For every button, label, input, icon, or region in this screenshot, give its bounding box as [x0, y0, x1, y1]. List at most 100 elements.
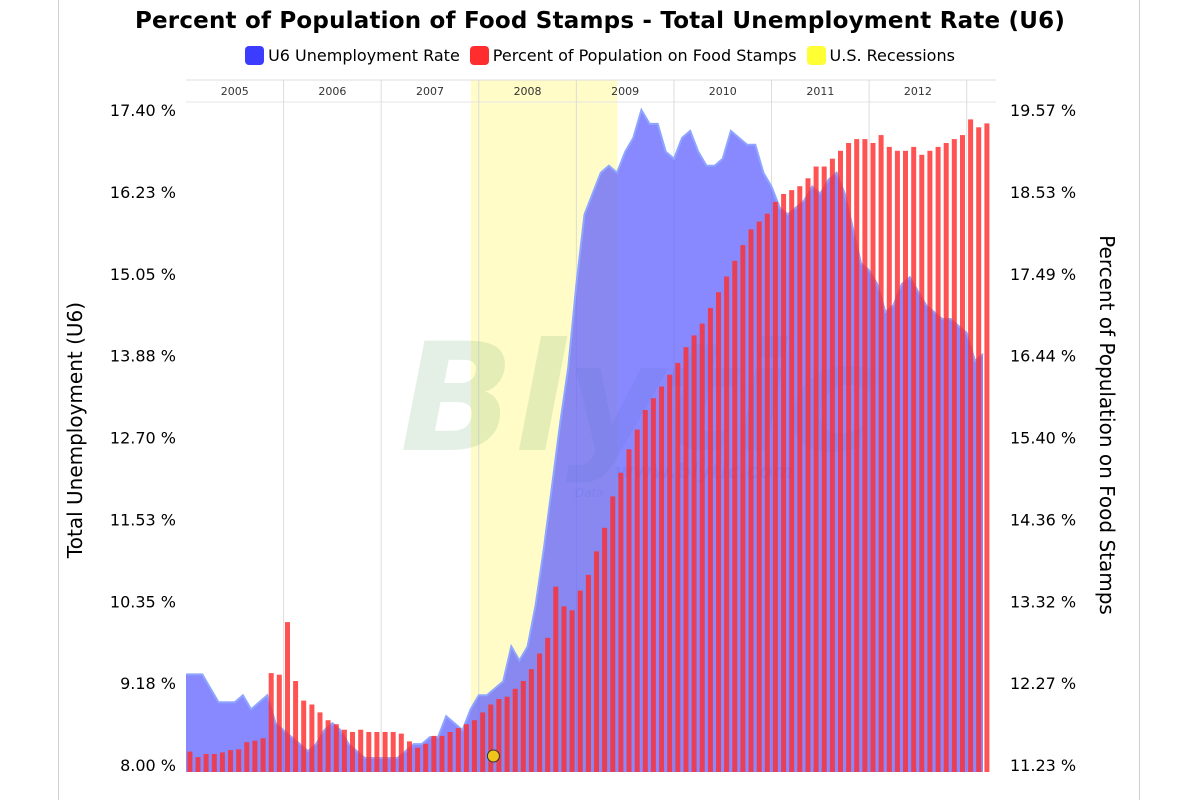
food-stamps-bar — [366, 732, 372, 772]
left-tick-label: 12.70 % — [110, 429, 176, 448]
left-axis-title: Total Unemployment (U6) — [63, 302, 87, 559]
food-stamps-bar — [585, 574, 591, 772]
food-stamps-bar — [935, 146, 941, 772]
food-stamps-bar — [943, 143, 949, 772]
food-stamps-bar — [398, 733, 404, 772]
food-stamps-bar — [854, 139, 860, 773]
year-label: 2007 — [416, 85, 444, 98]
food-stamps-bar — [797, 186, 803, 772]
food-stamps-bar — [203, 754, 209, 772]
food-stamps-bar — [756, 221, 762, 772]
food-stamps-bar — [252, 740, 258, 772]
food-stamps-bar — [545, 637, 551, 772]
food-stamps-bar — [333, 724, 339, 772]
food-stamps-bar — [439, 735, 445, 772]
food-stamps-bar — [805, 178, 811, 773]
food-stamps-bar — [228, 750, 233, 772]
food-stamps-bar — [691, 335, 697, 772]
food-stamps-bar — [187, 751, 193, 772]
food-stamps-bar — [463, 724, 469, 772]
food-stamps-bar — [894, 150, 900, 773]
food-stamps-bar — [846, 143, 852, 772]
food-stamps-bar — [504, 696, 510, 772]
food-stamps-bar — [862, 139, 868, 773]
food-stamps-bar — [659, 386, 665, 772]
food-stamps-bar — [618, 472, 624, 772]
food-stamps-bar — [724, 276, 730, 772]
year-label: 2008 — [514, 85, 542, 98]
food-stamps-bar — [374, 732, 380, 772]
food-stamps-bar — [309, 704, 315, 772]
food-stamps-bar — [512, 688, 518, 772]
food-stamps-bar — [772, 201, 778, 772]
food-stamps-bar — [927, 150, 933, 773]
food-stamps-bar — [764, 213, 770, 772]
food-stamps-bar — [236, 749, 242, 772]
food-stamps-bar — [569, 610, 575, 772]
food-stamps-bar — [951, 139, 957, 773]
food-stamps-bar — [667, 374, 673, 772]
year-label: 2005 — [221, 85, 249, 98]
food-stamps-bar — [317, 712, 323, 772]
food-stamps-bar — [268, 673, 274, 772]
food-stamps-bar — [878, 135, 884, 773]
event-marker — [486, 749, 500, 763]
left-tick-label: 16.23 % — [110, 183, 176, 202]
food-stamps-bar — [496, 699, 502, 772]
left-tick-label: 8.00 % — [120, 756, 176, 775]
food-stamps-bar — [301, 700, 307, 772]
right-tick-label: 12.27 % — [1010, 674, 1076, 693]
right-tick-label: 19.57 % — [1010, 101, 1076, 120]
food-stamps-bar — [675, 362, 681, 772]
right-tick-label: 17.49 % — [1010, 265, 1076, 284]
food-stamps-bar — [919, 154, 925, 773]
food-stamps-bar — [740, 245, 746, 773]
food-stamps-bar — [390, 732, 396, 772]
food-stamps-bar — [594, 551, 599, 772]
food-stamps-bar — [455, 728, 461, 772]
food-stamps-bar — [716, 292, 721, 772]
food-stamps-bar — [911, 146, 917, 772]
food-stamps-bar — [610, 496, 616, 772]
year-label-layer: 2005 2006 2007 2008 2009 2010 2011 2012 — [221, 85, 932, 98]
food-stamps-bar — [650, 398, 656, 772]
food-stamps-bar — [382, 732, 388, 772]
legend-swatch-recessions — [806, 46, 826, 65]
left-tick-label: 15.05 % — [110, 265, 176, 284]
food-stamps-bar — [642, 410, 648, 772]
food-stamps-bar — [423, 743, 429, 772]
legend-item-food-stamps[interactable]: Percent of Population on Food Stamps — [469, 46, 797, 65]
legend-item-recessions[interactable]: U.S. Recessions — [806, 46, 955, 65]
chart-legend: U6 Unemployment Rate Percent of Populati… — [0, 46, 1200, 65]
food-stamps-bar — [838, 150, 843, 773]
food-stamps-bar — [886, 146, 892, 772]
left-axis-ticks: 8.00 % 9.18 % 10.35 % 11.53 % 12.70 % 13.88 %… — [110, 101, 176, 775]
food-stamps-bar — [976, 127, 982, 773]
food-stamps-bar — [829, 158, 835, 772]
food-stamps-bar — [244, 742, 250, 772]
right-tick-label: 14.36 % — [1010, 510, 1076, 529]
food-stamps-bar — [293, 681, 299, 772]
chart-title: Percent of Population of Food Stamps - T… — [134, 8, 1066, 34]
food-stamps-bar — [813, 166, 819, 772]
food-stamps-bar — [276, 674, 282, 772]
food-stamps-bar — [707, 307, 713, 772]
food-stamps-bar — [447, 732, 453, 772]
food-stamps-bar — [431, 735, 437, 772]
legend-swatch-u6 — [245, 46, 265, 65]
food-stamps-bar — [211, 754, 217, 772]
food-stamps-bar — [781, 194, 787, 772]
food-stamps-bar — [341, 729, 347, 772]
food-stamps-bar — [561, 606, 567, 772]
food-stamps-bar — [870, 143, 876, 772]
right-tick-label: 16.44 % — [1010, 347, 1076, 366]
chart-frame — [58, 0, 1140, 800]
right-tick-label: 11.23 % — [1010, 756, 1076, 775]
food-stamps-bar — [407, 741, 412, 772]
year-label: 2011 — [806, 85, 834, 98]
legend-item-u6[interactable]: U6 Unemployment Rate — [245, 46, 460, 65]
legend-label-recessions: U.S. Recessions — [829, 46, 955, 65]
food-stamps-bar — [472, 720, 477, 772]
food-stamps-bar — [528, 669, 534, 772]
